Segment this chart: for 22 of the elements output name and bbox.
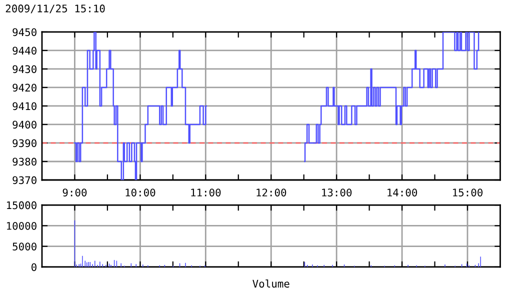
x-tick-label: 12:00 bbox=[256, 188, 286, 196]
y-tick-label: 0 bbox=[32, 263, 36, 272]
y-tick-label: 5000 bbox=[12, 242, 36, 250]
y-tick-label: 9400 bbox=[12, 120, 36, 129]
x-tick-label: 15:00 bbox=[453, 188, 482, 196]
x-tick-label: 13:00 bbox=[322, 188, 352, 196]
y-tick-label: 9450 bbox=[12, 28, 36, 36]
x-tick-label: 11:00 bbox=[191, 188, 221, 196]
chart-title: 2009/11/25 15:10 bbox=[6, 4, 105, 14]
y-tick-label: 10000 bbox=[7, 222, 36, 230]
y-tick-label: 9410 bbox=[12, 102, 36, 110]
y-tick-label: 9430 bbox=[12, 65, 36, 74]
x-tick-label: 14:00 bbox=[388, 188, 418, 196]
y-tick-label: 9370 bbox=[12, 176, 36, 184]
x-tick-label: 10:00 bbox=[126, 188, 156, 196]
x-axis-title: Volume bbox=[252, 279, 290, 288]
y-tick-label: 9390 bbox=[12, 139, 36, 148]
y-tick-label: 9440 bbox=[12, 46, 36, 55]
y-tick-label: 9420 bbox=[12, 84, 36, 92]
x-tick-label: 9:00 bbox=[62, 188, 87, 196]
y-tick-label: 9380 bbox=[12, 158, 36, 166]
y-tick-label: 15000 bbox=[7, 201, 36, 210]
